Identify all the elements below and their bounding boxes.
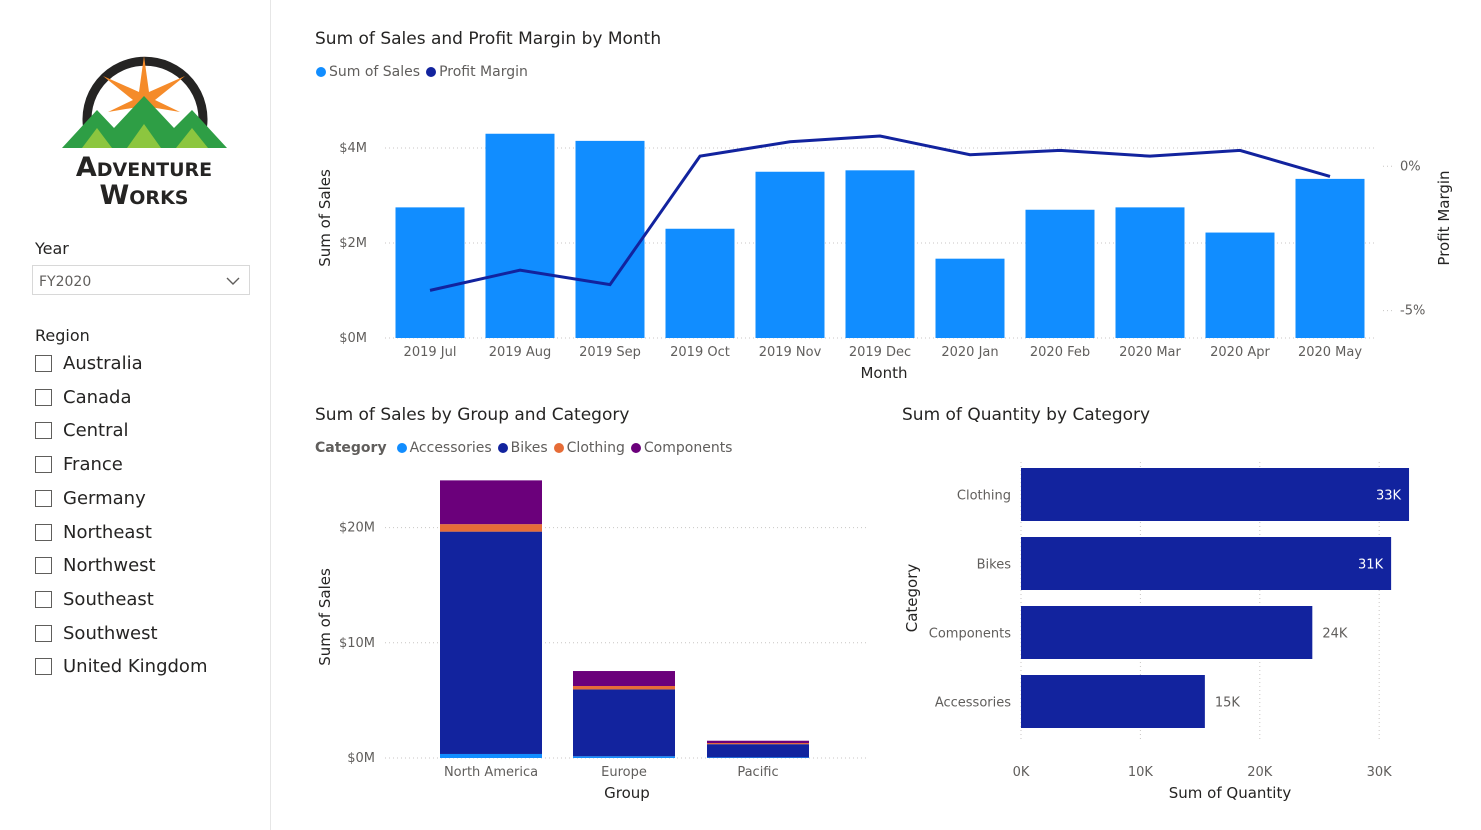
x-tick-label: 30K bbox=[1367, 765, 1393, 780]
data-label: 24K bbox=[1322, 627, 1348, 642]
quantity-bar-components[interactable] bbox=[1021, 606, 1312, 659]
x-tick-label: 0K bbox=[1013, 765, 1030, 780]
y-tick-label: Accessories bbox=[935, 696, 1011, 711]
y-tick-label: Bikes bbox=[977, 558, 1012, 573]
y-tick-label: Clothing bbox=[957, 489, 1011, 504]
quantity-bar-clothing[interactable] bbox=[1021, 468, 1409, 521]
quantity-bar-bikes[interactable] bbox=[1021, 537, 1391, 590]
x-tick-label: 10K bbox=[1128, 765, 1154, 780]
data-label: 33K bbox=[1376, 489, 1402, 504]
y-tick-label: Components bbox=[929, 627, 1011, 642]
quantity-bar-accessories[interactable] bbox=[1021, 675, 1205, 728]
x-tick-label: 20K bbox=[1247, 765, 1273, 780]
data-label: 31K bbox=[1358, 558, 1384, 573]
x-axis-title: Sum of Quantity bbox=[1169, 784, 1292, 802]
data-label: 15K bbox=[1215, 696, 1241, 711]
y-axis-title: Category bbox=[903, 564, 921, 633]
